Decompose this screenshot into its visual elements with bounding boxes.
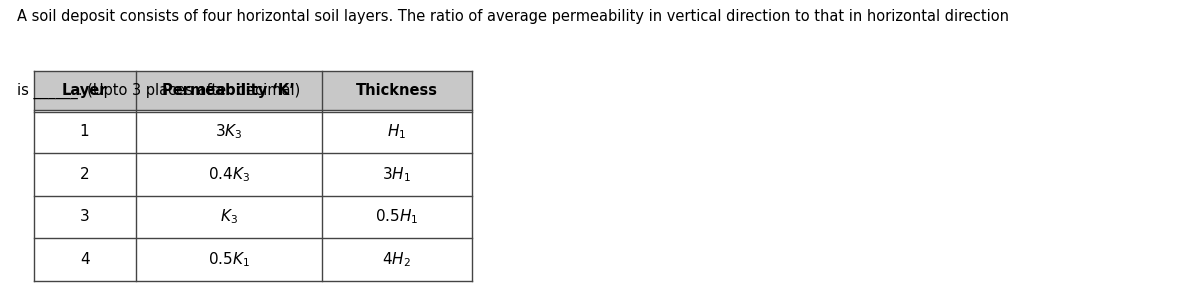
Text: A soil deposit consists of four horizontal soil layers. The ratio of average per: A soil deposit consists of four horizont… — [17, 9, 1009, 24]
Text: 3: 3 — [79, 209, 90, 224]
Text: Thickness: Thickness — [355, 83, 438, 98]
Text: $0.4K_3$: $0.4K_3$ — [208, 165, 250, 183]
Text: 1: 1 — [79, 124, 90, 139]
Text: is ______. (Upto 3 places after decimal): is ______. (Upto 3 places after decimal) — [17, 82, 300, 98]
Text: $3H_1$: $3H_1$ — [382, 165, 412, 183]
Text: 2: 2 — [79, 167, 90, 182]
Text: $0.5K_1$: $0.5K_1$ — [208, 250, 250, 269]
Text: Layer: Layer — [62, 83, 107, 98]
Text: $K_3$: $K_3$ — [220, 208, 238, 226]
Text: Permeability ‘K’: Permeability ‘K’ — [162, 83, 295, 98]
Text: $H_1$: $H_1$ — [388, 122, 406, 141]
Text: $3K_3$: $3K_3$ — [215, 122, 242, 141]
Text: $0.5H_1$: $0.5H_1$ — [374, 208, 419, 226]
Text: $4H_2$: $4H_2$ — [382, 250, 412, 269]
Text: 4: 4 — [79, 252, 90, 267]
